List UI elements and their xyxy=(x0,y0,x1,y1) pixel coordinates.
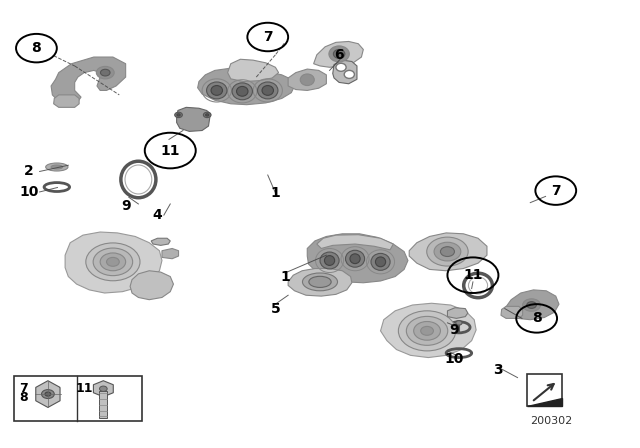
Ellipse shape xyxy=(97,66,114,79)
Ellipse shape xyxy=(523,299,540,311)
Text: 7: 7 xyxy=(263,30,273,44)
Ellipse shape xyxy=(211,86,223,95)
Ellipse shape xyxy=(45,163,68,171)
Text: 10: 10 xyxy=(19,185,38,199)
Text: 4: 4 xyxy=(152,208,163,222)
Polygon shape xyxy=(501,306,523,319)
Polygon shape xyxy=(36,381,60,407)
Text: 8: 8 xyxy=(19,391,28,404)
Text: 1: 1 xyxy=(271,186,280,200)
Polygon shape xyxy=(54,95,79,108)
Polygon shape xyxy=(288,69,326,90)
Ellipse shape xyxy=(100,386,107,392)
Polygon shape xyxy=(162,249,179,259)
Ellipse shape xyxy=(257,82,278,99)
Text: 11: 11 xyxy=(161,143,180,158)
Text: 8: 8 xyxy=(31,41,42,55)
Text: 9: 9 xyxy=(449,323,459,337)
Text: 10: 10 xyxy=(444,352,463,366)
Text: 11: 11 xyxy=(463,268,483,282)
Ellipse shape xyxy=(232,83,252,100)
Ellipse shape xyxy=(344,70,355,78)
Polygon shape xyxy=(317,235,394,250)
Ellipse shape xyxy=(204,112,211,117)
Ellipse shape xyxy=(320,252,339,269)
Ellipse shape xyxy=(329,46,349,62)
Ellipse shape xyxy=(45,392,51,396)
Ellipse shape xyxy=(309,276,331,288)
Text: 2: 2 xyxy=(24,164,34,178)
Polygon shape xyxy=(314,42,364,67)
Ellipse shape xyxy=(51,165,63,169)
Ellipse shape xyxy=(205,114,209,116)
Ellipse shape xyxy=(371,254,390,270)
Text: 7: 7 xyxy=(19,382,28,395)
Ellipse shape xyxy=(420,327,433,335)
Polygon shape xyxy=(198,68,294,105)
Bar xyxy=(99,391,108,418)
Polygon shape xyxy=(333,60,357,84)
Ellipse shape xyxy=(376,257,386,267)
Ellipse shape xyxy=(100,253,125,271)
Ellipse shape xyxy=(398,311,456,351)
Polygon shape xyxy=(381,303,476,358)
Ellipse shape xyxy=(456,321,462,325)
Ellipse shape xyxy=(175,112,182,117)
Polygon shape xyxy=(307,234,408,283)
Ellipse shape xyxy=(86,243,140,281)
Ellipse shape xyxy=(336,63,346,71)
Bar xyxy=(527,374,562,405)
Ellipse shape xyxy=(440,247,454,257)
Polygon shape xyxy=(505,290,559,320)
Text: 200302: 200302 xyxy=(530,416,572,426)
Ellipse shape xyxy=(346,250,365,267)
Polygon shape xyxy=(65,232,162,293)
Ellipse shape xyxy=(434,242,461,261)
Ellipse shape xyxy=(413,322,440,340)
Ellipse shape xyxy=(350,254,360,263)
Polygon shape xyxy=(228,59,278,82)
Ellipse shape xyxy=(262,86,273,95)
Ellipse shape xyxy=(100,69,110,76)
Polygon shape xyxy=(93,381,113,397)
Ellipse shape xyxy=(406,316,448,345)
Polygon shape xyxy=(151,238,170,246)
Polygon shape xyxy=(130,271,173,300)
Ellipse shape xyxy=(177,114,180,116)
Text: 9: 9 xyxy=(121,199,131,213)
Text: 3: 3 xyxy=(493,363,503,377)
Text: 7: 7 xyxy=(551,184,561,198)
Text: 1: 1 xyxy=(280,271,290,284)
Text: 8: 8 xyxy=(532,311,541,325)
Ellipse shape xyxy=(527,302,536,308)
Ellipse shape xyxy=(427,237,468,266)
Polygon shape xyxy=(447,308,468,319)
Text: 11: 11 xyxy=(76,382,93,395)
Ellipse shape xyxy=(303,273,337,291)
Ellipse shape xyxy=(333,49,345,58)
Text: 5: 5 xyxy=(271,302,280,315)
Ellipse shape xyxy=(93,248,132,276)
Text: 6: 6 xyxy=(334,48,344,62)
Polygon shape xyxy=(51,57,125,104)
Polygon shape xyxy=(527,398,562,405)
Polygon shape xyxy=(409,233,487,271)
Ellipse shape xyxy=(207,82,227,99)
Ellipse shape xyxy=(237,86,248,96)
Ellipse shape xyxy=(300,74,314,86)
Ellipse shape xyxy=(324,256,335,265)
Polygon shape xyxy=(288,268,352,296)
Polygon shape xyxy=(177,108,211,131)
Ellipse shape xyxy=(42,390,54,399)
Bar xyxy=(14,376,141,421)
Ellipse shape xyxy=(106,258,119,266)
